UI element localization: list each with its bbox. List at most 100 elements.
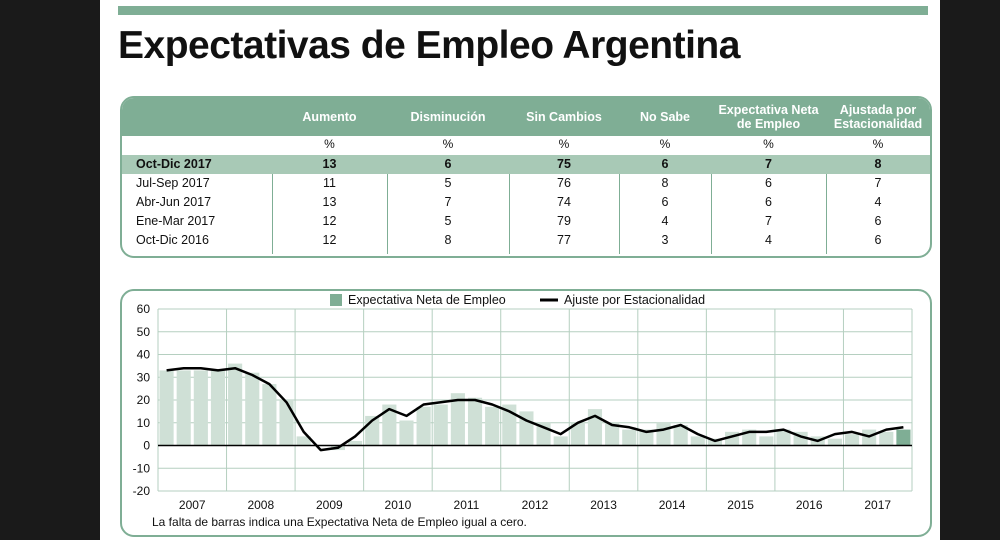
bar	[690, 436, 705, 446]
cell: 7	[874, 176, 882, 190]
cell: 7	[765, 157, 772, 171]
cell: 4	[765, 233, 772, 247]
cell: 77	[557, 233, 571, 247]
bar	[228, 363, 243, 446]
bar	[570, 422, 585, 446]
table-row: Jul-Sep 2017 11 5 76 8 6 7	[122, 174, 930, 193]
cell: 79	[557, 214, 571, 228]
bar	[296, 436, 311, 446]
col-header-expectativa-neta: Expectativa Neta de Empleo	[718, 103, 819, 131]
cell: 6	[765, 176, 772, 190]
bar	[553, 436, 568, 446]
cell: 8	[661, 176, 669, 190]
bar	[262, 384, 277, 446]
x-tick-label: 2010	[385, 498, 412, 512]
y-tick-label: 0	[143, 439, 150, 453]
bar	[759, 436, 774, 446]
y-tick-label: 30	[137, 370, 151, 384]
row-label: Oct-Dic 2017	[136, 157, 212, 171]
bar	[399, 420, 414, 446]
bar	[416, 406, 431, 446]
bar	[382, 404, 397, 446]
column-divider	[711, 174, 712, 254]
cell: 76	[557, 176, 571, 190]
legend-label: Expectativa Neta de Empleo	[348, 293, 506, 307]
cell: 7	[765, 214, 772, 228]
column-divider	[509, 174, 510, 254]
x-tick-label: 2014	[659, 498, 686, 512]
unit-label: %	[872, 137, 884, 151]
cell: 6	[661, 195, 669, 209]
bar	[639, 429, 654, 446]
cell: 6	[874, 233, 882, 247]
row-label: Ene-Mar 2017	[136, 214, 216, 228]
bar	[827, 438, 842, 446]
y-tick-label: 10	[137, 416, 151, 430]
cell: 6	[661, 157, 669, 171]
bar	[245, 372, 260, 446]
unit-label: %	[763, 137, 774, 151]
cell: 6	[765, 195, 772, 209]
table-row: Abr-Jun 2017 13 7 74 6 6 4	[122, 193, 930, 212]
table-row: Oct-Dic 2017 13 6 75 6 7 8	[122, 155, 930, 174]
bar	[622, 429, 637, 446]
cell: 8	[874, 157, 882, 171]
legend-swatch-bars	[330, 294, 342, 306]
cell: 7	[444, 195, 452, 209]
bar	[279, 400, 294, 446]
x-tick-label: 2015	[727, 498, 754, 512]
cell: 12	[322, 233, 337, 247]
bar	[433, 404, 448, 446]
x-tick-label: 2012	[522, 498, 549, 512]
bar	[176, 370, 191, 446]
col-header-sin-cambios: Sin Cambios	[526, 110, 602, 124]
cell: 5	[444, 176, 452, 190]
bar	[485, 406, 500, 446]
x-tick-label: 2007	[179, 498, 206, 512]
page-title: Expectativas de Empleo Argentina	[118, 24, 740, 67]
col-header-no-sabe: No Sabe	[639, 110, 690, 124]
chart-panel: 60 50 40 30 20 10 0 -10 -20 2007 2008 2009 2010 2011 2…	[120, 289, 932, 537]
bar	[159, 370, 174, 446]
x-tick-label: 2008	[247, 498, 274, 512]
column-divider	[387, 174, 388, 254]
bar	[587, 409, 603, 446]
chart-footnote: La falta de barras indica una Expectativ…	[152, 515, 527, 529]
data-table: Aumento Disminución Sin Cambios No Sabe …	[120, 96, 932, 258]
col-header-ajustada: Ajustada por Estacionalidad	[833, 103, 923, 131]
bar	[348, 440, 363, 446]
y-tick-label: 60	[137, 302, 151, 316]
bar	[656, 422, 671, 446]
x-tick-label: 2016	[796, 498, 823, 512]
y-tick-label: -10	[133, 461, 151, 475]
bar	[776, 429, 791, 446]
x-tick-label: 2009	[316, 498, 343, 512]
series-line	[166, 366, 904, 452]
cell: 74	[557, 195, 571, 209]
table-header: Aumento Disminución Sin Cambios No Sabe …	[122, 98, 930, 136]
y-tick-label: 20	[137, 393, 151, 407]
cell: 5	[444, 214, 452, 228]
bar	[210, 370, 226, 446]
column-divider	[619, 174, 620, 254]
legend-label: Ajuste por Estacionalidad	[564, 293, 705, 307]
cell: 75	[557, 157, 571, 171]
top-accent-bar	[118, 6, 928, 15]
table-row: Ene-Mar 2017 12 5 79 4 7 6	[122, 212, 930, 231]
bar	[605, 422, 620, 446]
unit-label: %	[324, 137, 335, 151]
x-tick-label: 2011	[454, 498, 480, 512]
bar	[673, 425, 688, 446]
bar	[896, 429, 911, 446]
cell: 6	[444, 157, 452, 171]
unit-label: %	[442, 137, 454, 151]
y-tick-label: 50	[137, 325, 151, 339]
row-label: Oct-Dic 2016	[136, 233, 209, 247]
bar	[450, 393, 465, 446]
row-label: Jul-Sep 2017	[136, 176, 210, 190]
bar	[502, 404, 517, 446]
unit-label: %	[659, 137, 671, 151]
column-divider	[826, 174, 827, 254]
page: Expectativas de Empleo Argentina Aumento…	[100, 0, 940, 540]
